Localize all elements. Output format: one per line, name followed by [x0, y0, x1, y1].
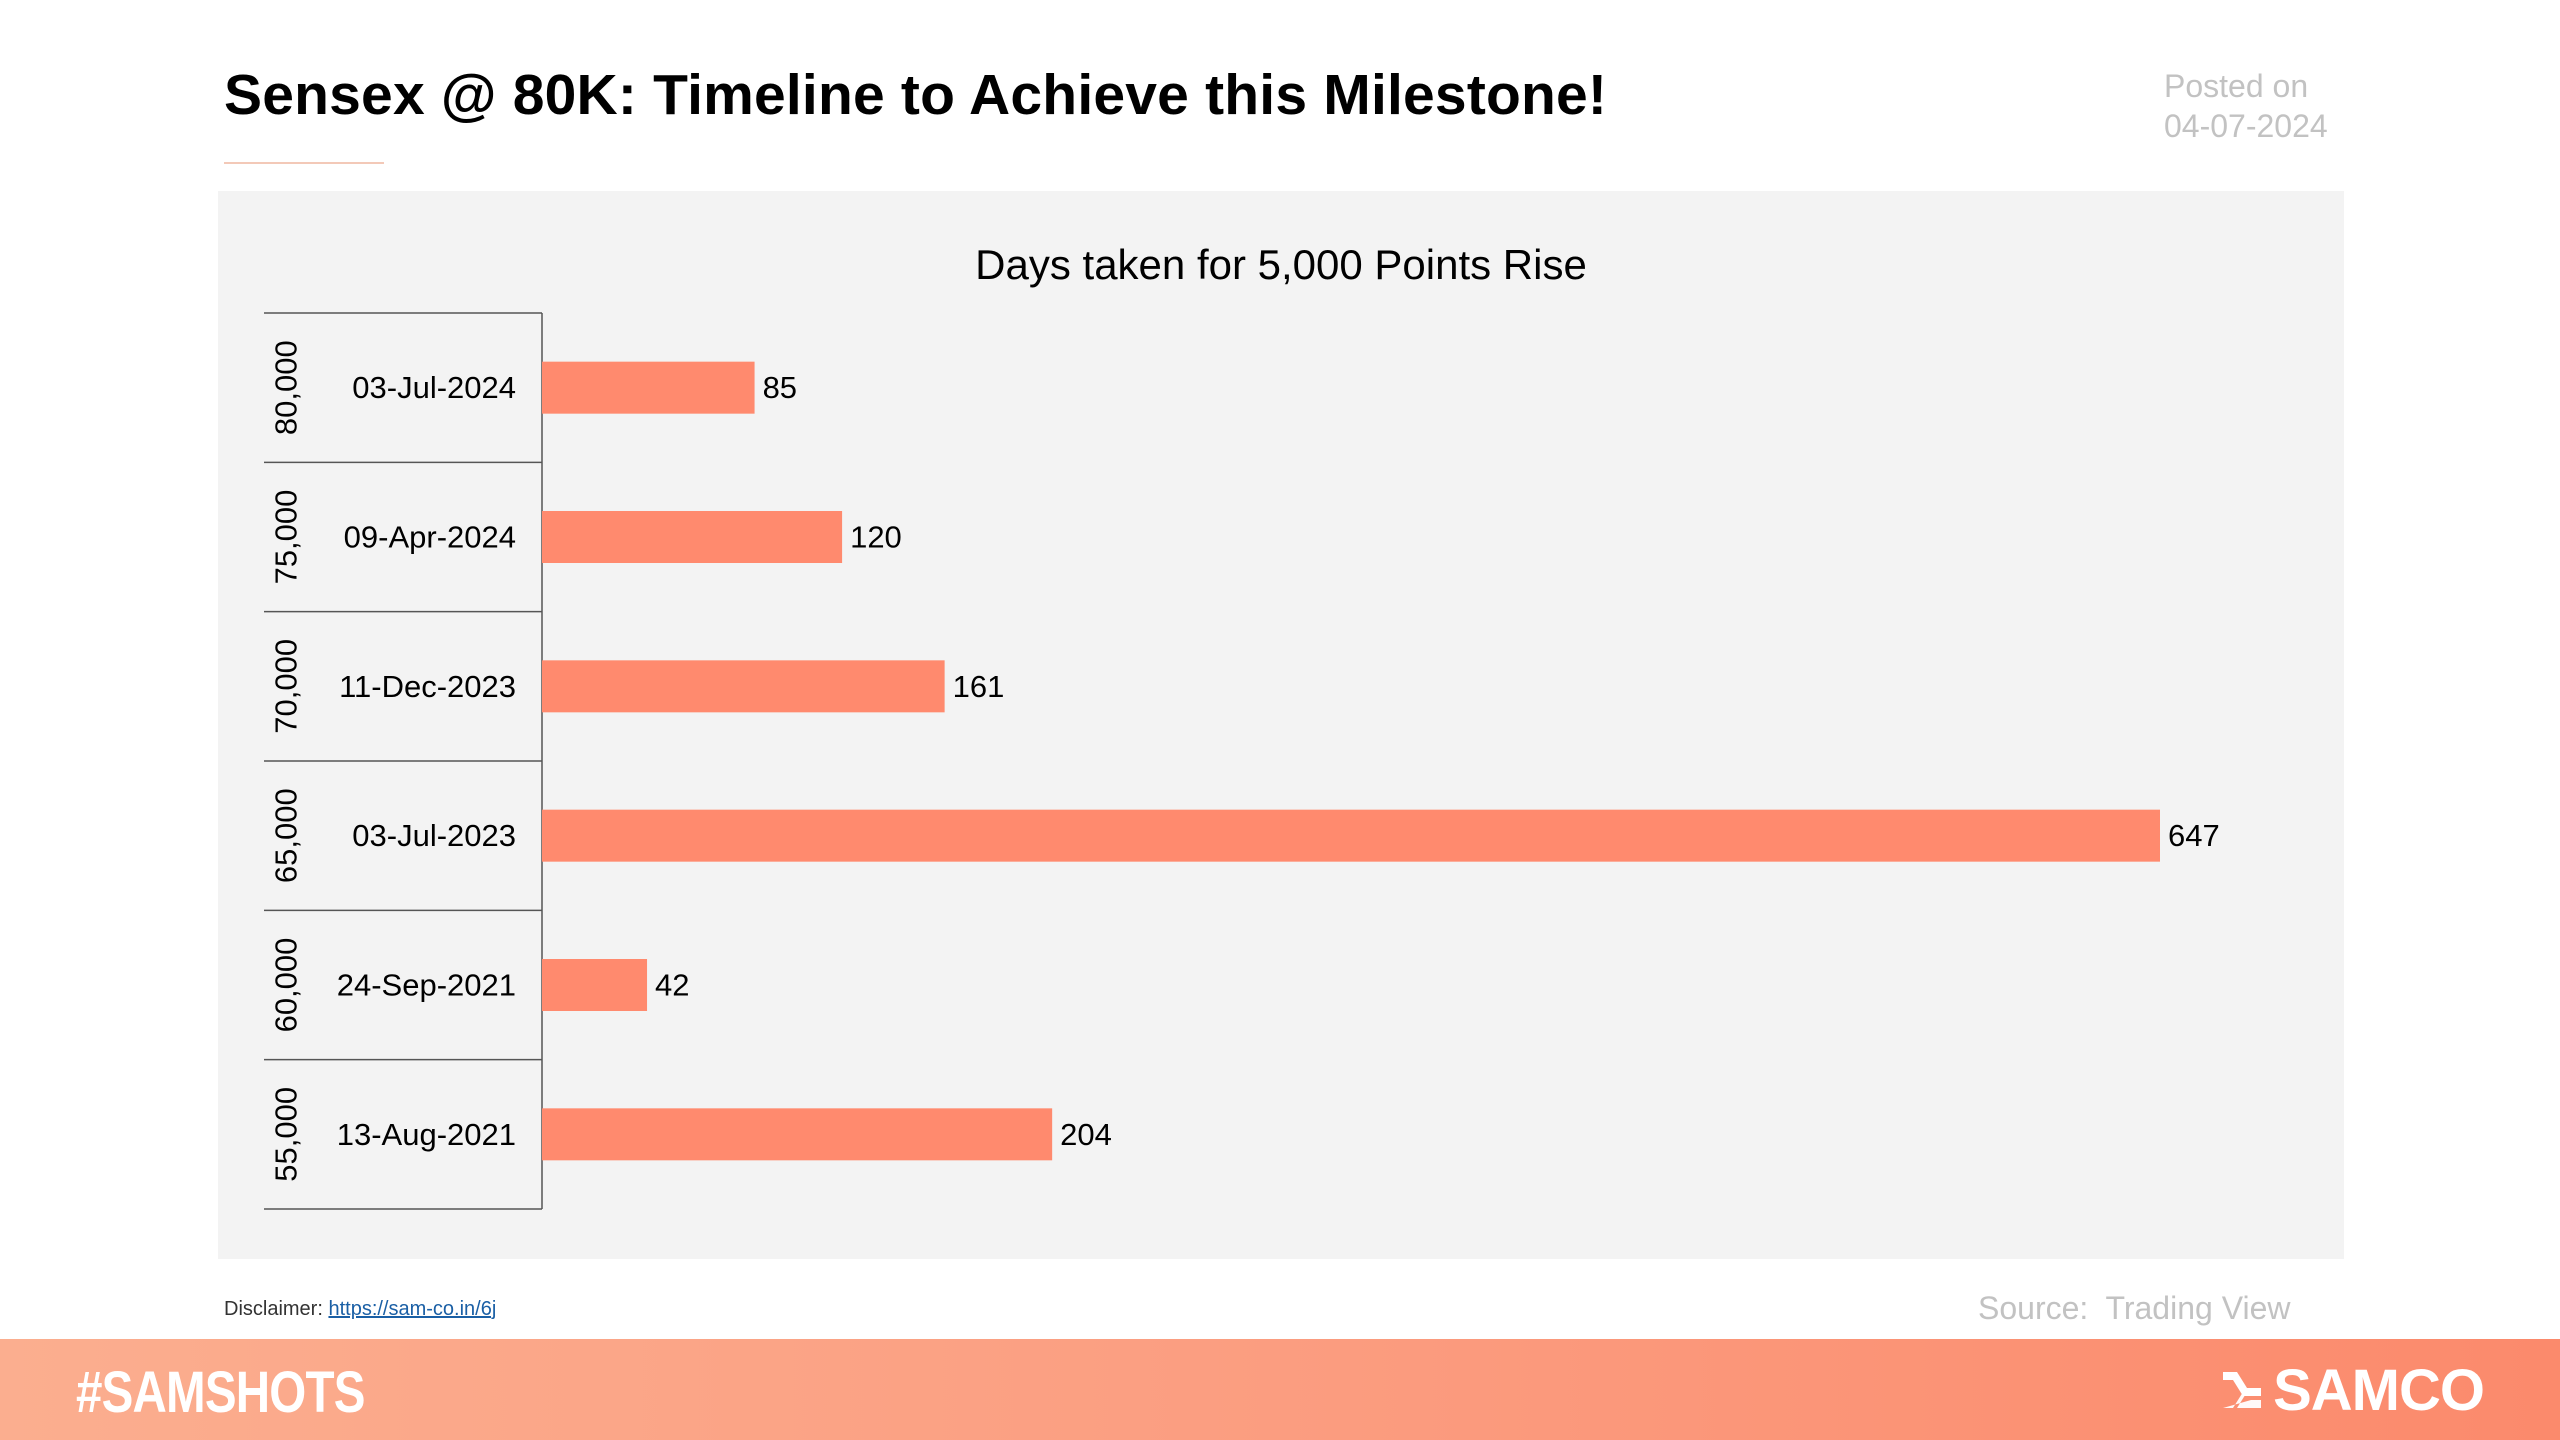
category-level-label: 75,000: [269, 490, 304, 585]
bar-data-label: 42: [655, 968, 689, 1003]
bar-chart: 80,000 03-Jul-2024 85 75,000 09-Apr-2024 120 7…: [264, 312, 2220, 1210]
bar: [542, 809, 2160, 862]
disclaimer-label: Disclaimer:: [224, 1298, 329, 1320]
category-level-label: 70,000: [269, 639, 304, 734]
posted-date-block: Posted on 04-07-2024: [2164, 66, 2328, 146]
chart-panel: Days taken for 5,000 Points Rise 80,000 0…: [218, 191, 2344, 1259]
category-level-label: 65,000: [269, 788, 304, 883]
category-date-label: 11-Dec-2023: [339, 669, 516, 704]
page-title: Sensex @ 80K: Timeline to Achieve this M…: [224, 63, 1608, 127]
category-date-label: 13-Aug-2021: [337, 1117, 516, 1152]
brand-name: SAMCO: [2273, 1357, 2485, 1423]
category-level-label: 80,000: [269, 340, 304, 435]
category-date-label: 24-Sep-2021: [337, 968, 516, 1003]
hashtag-label: #SAMSHOTS: [76, 1360, 365, 1425]
bar-data-label: 120: [850, 520, 902, 555]
category-date-label: 03-Jul-2024: [352, 370, 516, 405]
posted-label: Posted on: [2164, 68, 2309, 104]
disclaimer: Disclaimer: https://sam-co.in/6j: [224, 1298, 496, 1321]
bar-data-label: 85: [763, 370, 797, 405]
bar: [542, 511, 843, 563]
disclaimer-link[interactable]: https://sam-co.in/6j: [328, 1298, 497, 1320]
bar-data-label: 204: [1060, 1117, 1112, 1152]
posted-date: 04-07-2024: [2164, 108, 2328, 144]
bar: [542, 660, 945, 713]
footer-bar: #SAMSHOTS SAMCO: [0, 1339, 2560, 1440]
bar: [542, 959, 648, 1011]
samco-logo-icon: [2223, 1372, 2262, 1408]
bar-data-label: 161: [953, 669, 1005, 704]
brand-logo: SAMCO: [2217, 1358, 2485, 1423]
category-date-label: 03-Jul-2023: [352, 818, 516, 853]
source-note: Source: Trading View: [1978, 1290, 2291, 1326]
title-underline: [224, 162, 384, 164]
chart-title: Days taken for 5,000 Points Rise: [975, 241, 1587, 288]
bar: [542, 1108, 1053, 1161]
category-level-label: 55,000: [269, 1087, 304, 1182]
bar-data-label: 647: [2168, 818, 2220, 853]
category-date-label: 09-Apr-2024: [344, 520, 516, 555]
category-level-label: 60,000: [269, 938, 304, 1033]
bar: [542, 361, 755, 414]
